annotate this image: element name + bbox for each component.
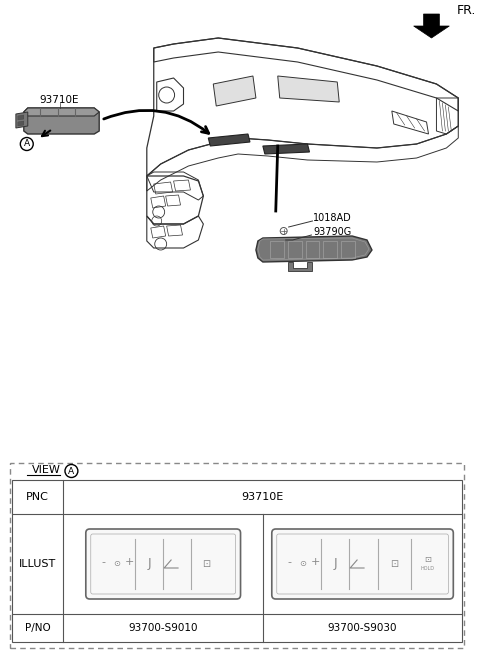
Text: 93700-S9010: 93700-S9010 — [129, 623, 198, 633]
FancyBboxPatch shape — [10, 463, 464, 648]
Polygon shape — [208, 134, 250, 146]
Text: ILLUST: ILLUST — [19, 559, 56, 569]
Text: ⊙: ⊙ — [113, 560, 120, 569]
Polygon shape — [414, 14, 449, 38]
Text: A: A — [24, 140, 30, 148]
Polygon shape — [213, 76, 256, 106]
Text: J: J — [334, 558, 337, 571]
Text: VIEW: VIEW — [32, 465, 60, 475]
Text: 93790G: 93790G — [313, 227, 352, 237]
Text: ⊡: ⊡ — [424, 556, 431, 565]
Polygon shape — [278, 76, 339, 102]
FancyBboxPatch shape — [277, 534, 448, 594]
Text: ⊡: ⊡ — [202, 559, 210, 569]
Polygon shape — [24, 108, 99, 116]
Text: 93710E: 93710E — [242, 492, 284, 502]
Polygon shape — [24, 108, 99, 134]
Text: HOLD: HOLD — [420, 567, 434, 571]
Text: P/NO: P/NO — [25, 623, 50, 633]
Text: +: + — [311, 557, 320, 567]
FancyBboxPatch shape — [272, 529, 453, 599]
Text: 93700-S9030: 93700-S9030 — [328, 623, 397, 633]
Polygon shape — [18, 115, 24, 120]
Polygon shape — [16, 112, 28, 128]
Text: ⊙: ⊙ — [299, 560, 306, 569]
Polygon shape — [256, 236, 372, 262]
Text: FR.: FR. — [456, 5, 476, 18]
Text: A: A — [68, 466, 74, 476]
Text: -: - — [102, 557, 106, 567]
Polygon shape — [263, 144, 310, 154]
Bar — [12, 480, 462, 642]
Text: -: - — [288, 557, 292, 567]
Polygon shape — [288, 262, 312, 271]
Polygon shape — [18, 121, 24, 126]
Text: ⊡: ⊡ — [390, 559, 398, 569]
Text: J: J — [147, 558, 151, 571]
Text: 1018AD: 1018AD — [312, 213, 351, 223]
Text: 93710E: 93710E — [40, 95, 79, 105]
FancyBboxPatch shape — [91, 534, 236, 594]
FancyBboxPatch shape — [86, 529, 240, 599]
Text: +: + — [125, 557, 134, 567]
Text: PNC: PNC — [26, 492, 49, 502]
